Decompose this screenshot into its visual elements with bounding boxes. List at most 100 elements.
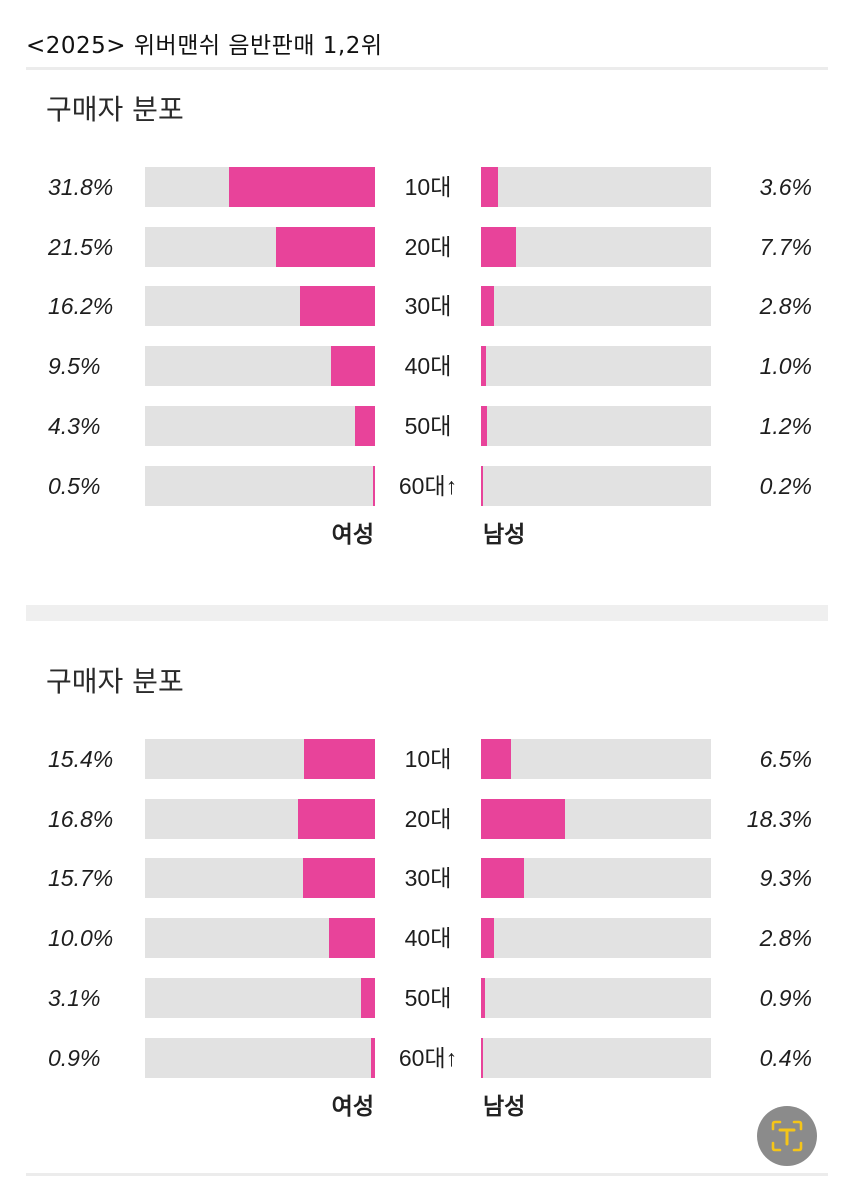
female-value-label: 4.3% <box>48 412 101 439</box>
female-value-label: 15.7% <box>48 865 114 892</box>
legend-female: 여성 <box>331 1094 374 1121</box>
male-bar-track <box>481 858 711 899</box>
age-group-label: 20대 <box>404 233 452 260</box>
page-title: <2025> 위버맨쉬 음반판매 1,2위 <box>26 33 383 59</box>
female-bar <box>228 167 375 207</box>
male-value-label: 6.5% <box>759 746 812 772</box>
male-bar-track <box>481 1037 711 1078</box>
male-value-label: 2.8% <box>759 293 812 320</box>
legend-female: 여성 <box>331 522 374 549</box>
male-bar <box>481 739 511 779</box>
female-value-label: 16.8% <box>48 805 114 832</box>
age-group-label: 60대↑ <box>398 1044 458 1071</box>
legend-male: 남성 <box>483 1094 526 1121</box>
chart-row: 31.8% 10대 3.6% <box>0 167 850 207</box>
age-group-label: 50대 <box>404 412 452 439</box>
male-bar <box>481 465 483 506</box>
female-bar-track <box>145 798 375 839</box>
male-value-label: 18.3% <box>746 805 812 832</box>
female-bar <box>331 346 375 387</box>
chart-1-title: 구매자 분포 <box>46 93 184 126</box>
male-value-label: 7.7% <box>759 233 812 260</box>
male-bar-track <box>481 918 711 959</box>
chart-row: 4.3% 50대 1.2% <box>0 405 850 446</box>
male-bar <box>481 977 486 1018</box>
chart-row: 15.4% 10대 6.5% <box>0 739 850 779</box>
chart-2-title: 구매자 분포 <box>46 665 184 698</box>
female-value-label: 3.1% <box>48 984 101 1011</box>
female-bar-track <box>145 286 375 327</box>
chart-row: 16.8% 20대 18.3% <box>0 798 850 839</box>
male-bar <box>481 226 517 267</box>
male-bar <box>481 918 494 959</box>
age-group-label: 50대 <box>404 984 452 1011</box>
female-value-label: 9.5% <box>48 353 101 380</box>
chart-row: 3.1% 50대 0.9% <box>0 977 850 1018</box>
chart-row: 0.5% 60대↑ 0.2% <box>0 465 850 506</box>
female-bar <box>302 858 375 899</box>
female-value-label: 16.2% <box>48 293 114 320</box>
male-bar <box>481 1037 483 1078</box>
male-bar <box>481 286 494 327</box>
female-bar <box>355 405 375 446</box>
female-bar <box>370 1037 375 1078</box>
male-bar <box>481 405 487 446</box>
male-bar-track <box>481 405 711 446</box>
male-bar <box>481 858 524 899</box>
female-value-label: 15.4% <box>48 746 114 772</box>
male-bar-track <box>481 739 711 779</box>
text-scan-icon <box>771 1120 803 1152</box>
female-value-label: 0.9% <box>48 1044 101 1071</box>
female-bar-track <box>145 167 375 207</box>
age-group-label: 20대 <box>404 805 452 832</box>
age-group-label: 40대 <box>404 353 452 380</box>
female-bar <box>297 798 375 839</box>
male-value-label: 1.0% <box>759 353 812 380</box>
section-divider <box>26 605 828 621</box>
chart-row: 10.0% 40대 2.8% <box>0 918 850 959</box>
header-divider <box>26 67 828 70</box>
female-bar-track <box>145 918 375 959</box>
female-bar-track <box>145 346 375 387</box>
age-group-label: 10대 <box>404 174 452 200</box>
age-group-label: 30대 <box>404 865 452 892</box>
legend-male: 남성 <box>483 522 526 549</box>
buyer-distribution-chart-1: 31.8% 10대 3.6% 21.5% 20대 7.7% 16.2% 30대 2.8% 9.5%… <box>0 0 850 548</box>
female-bar-track <box>145 739 375 779</box>
chart-row: 9.5% 40대 1.0% <box>0 346 850 387</box>
age-group-label: 30대 <box>404 293 452 320</box>
female-bar-track <box>145 226 375 267</box>
male-value-label: 9.3% <box>759 865 812 892</box>
female-bar-track <box>145 465 375 506</box>
female-bar <box>329 918 375 959</box>
male-value-label: 0.4% <box>759 1044 812 1071</box>
female-value-label: 0.5% <box>48 472 101 499</box>
male-bar <box>481 167 498 207</box>
age-group-label: 60대↑ <box>398 472 458 499</box>
chart-row: 21.5% 20대 7.7% <box>0 226 850 267</box>
buyer-distribution-chart-2: 15.4% 10대 6.5% 16.8% 20대 18.3% 15.7% 30대 9.3% 10.… <box>0 0 850 1120</box>
chart-row: 0.9% 60대↑ 0.4% <box>0 1037 850 1078</box>
female-bar <box>372 465 375 506</box>
male-value-label: 1.2% <box>759 412 812 439</box>
male-value-label: 0.2% <box>759 472 812 499</box>
male-bar-track <box>481 346 711 387</box>
female-bar-track <box>145 405 375 446</box>
female-bar <box>360 977 375 1018</box>
chart-row: 16.2% 30대 2.8% <box>0 286 850 327</box>
female-value-label: 31.8% <box>48 174 114 200</box>
male-bar-track <box>481 465 711 506</box>
footer-divider <box>26 1173 828 1176</box>
female-bar-track <box>145 858 375 899</box>
female-bar <box>304 739 375 779</box>
male-value-label: 0.9% <box>759 984 812 1011</box>
male-bar-track <box>481 977 711 1018</box>
text-scan-button[interactable] <box>757 1106 817 1166</box>
male-bar-track <box>481 798 711 839</box>
female-value-label: 21.5% <box>48 233 114 260</box>
age-group-label: 10대 <box>404 746 452 772</box>
chart-row: 15.7% 30대 9.3% <box>0 858 850 899</box>
female-bar <box>276 226 375 267</box>
male-bar-track <box>481 286 711 327</box>
male-bar <box>481 346 486 387</box>
